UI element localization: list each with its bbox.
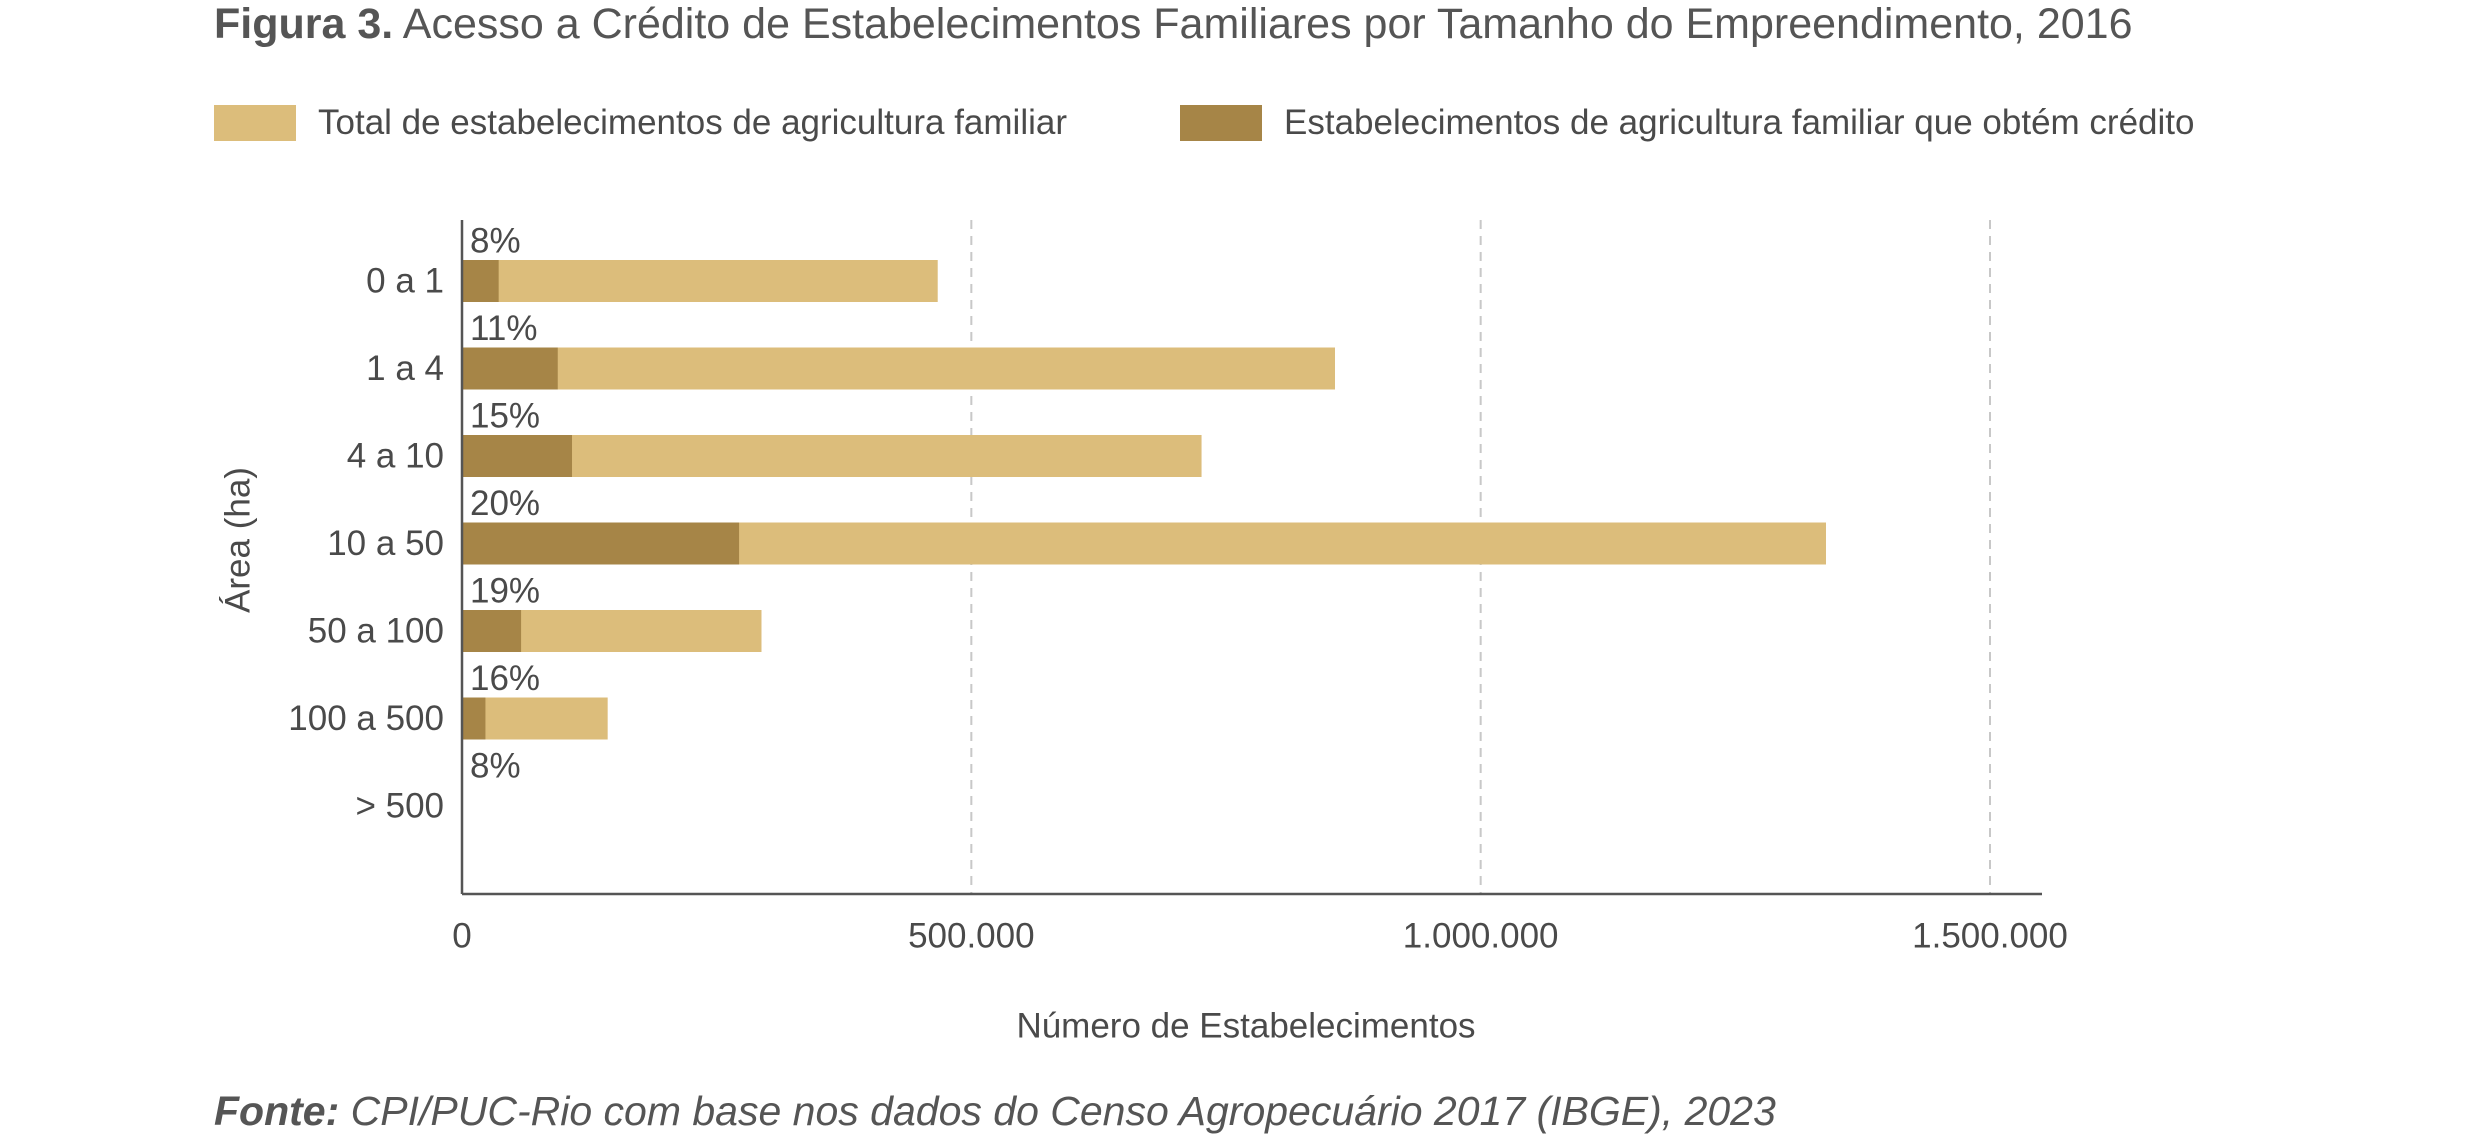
x-tick-label-2: 1.000.000	[1403, 917, 1559, 956]
bar-credit-3	[462, 522, 740, 565]
legend-swatch-credit	[1180, 105, 1262, 141]
legend-item-total: Total de estabelecimentos de agricultura…	[214, 100, 1067, 146]
category-label-0: 0 a 1	[366, 262, 444, 301]
legend-item-credit: Estabelecimentos de agricultura familiar…	[1180, 100, 2194, 146]
data-label-0: 8%	[470, 222, 521, 261]
figure-label: Figura 3.	[214, 0, 394, 48]
data-label-4: 19%	[470, 572, 540, 611]
x-tick-label-1: 500.000	[908, 917, 1035, 956]
bar-credit-0	[462, 260, 499, 302]
category-label-5: 100 a 500	[288, 699, 444, 738]
x-axis-title: Número de Estabelecimentos	[1016, 1007, 1475, 1046]
category-label-3: 10 a 50	[327, 524, 444, 563]
x-tick-label-0: 0	[452, 917, 471, 956]
category-label-4: 50 a 100	[308, 612, 444, 651]
category-label-6: > 500	[355, 787, 444, 826]
bar-credit-1	[462, 347, 558, 390]
legend-label-credit: Estabelecimentos de agricultura familiar…	[1284, 103, 2195, 142]
source-label: Fonte:	[214, 1088, 340, 1134]
legend-label-total: Total de estabelecimentos de agricultura…	[318, 103, 1067, 142]
data-label-1: 11%	[470, 309, 537, 348]
data-label-3: 20%	[470, 484, 540, 523]
x-tick-label-3: 1.500.000	[1912, 917, 2068, 956]
bar-total-2	[462, 435, 1202, 477]
y-axis-title: Área (ha)	[219, 467, 258, 613]
category-label-2: 4 a 10	[347, 437, 444, 476]
bar-credit-4	[462, 610, 522, 652]
chart-title: Figura 3. Acesso a Crédito de Estabeleci…	[214, 0, 2132, 49]
category-label-1: 1 a 4	[366, 349, 444, 388]
source-text: CPI/PUC-Rio com base nos dados do Censo …	[350, 1088, 1776, 1134]
bar-total-0	[462, 260, 938, 302]
bar-credit-5	[462, 697, 486, 740]
legend-swatch-total	[214, 105, 296, 141]
bar-credit-2	[462, 435, 573, 477]
data-label-5: 16%	[470, 659, 540, 698]
bar-chart: 0 a 1 8% 1 a 4 11% 4 a 10 15% 10 a 50 20% 50 a 1…	[219, 220, 2068, 1046]
data-label-6: 8%	[470, 747, 521, 786]
data-label-2: 15%	[470, 397, 540, 436]
bar-total-5	[462, 697, 608, 740]
title-text: Acesso a Crédito de Estabelecimentos Fam…	[402, 0, 2133, 48]
source-note: Fonte: CPI/PUC-Rio com base nos dados do…	[214, 1088, 1776, 1135]
bar-total-1	[462, 347, 1335, 390]
